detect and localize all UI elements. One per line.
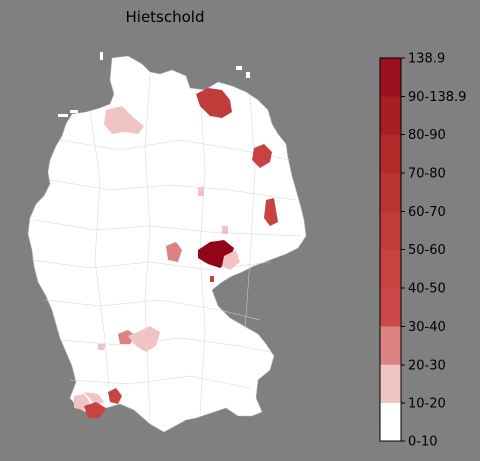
legend-swatch bbox=[380, 402, 401, 442]
district-north-east bbox=[196, 88, 232, 118]
legend-label: 70-80 bbox=[408, 167, 446, 182]
district-small-pink-2 bbox=[222, 226, 228, 234]
district-bw-1 bbox=[118, 330, 136, 344]
legend-label: 20-30 bbox=[408, 359, 446, 374]
legend-swatch bbox=[380, 172, 401, 212]
district-north-west bbox=[104, 106, 144, 134]
germany-choropleth-map bbox=[27, 52, 307, 433]
district-south-1 bbox=[108, 388, 122, 404]
legend-swatch bbox=[380, 58, 401, 97]
legend-label: 60-70 bbox=[408, 205, 446, 220]
legend-swatch bbox=[380, 211, 401, 250]
legend-label: 40-50 bbox=[408, 282, 446, 297]
legend-label: 138.9 bbox=[408, 52, 445, 67]
legend-label: 0-10 bbox=[408, 435, 438, 450]
legend-label: 50-60 bbox=[408, 243, 446, 258]
legend-label: 10-20 bbox=[408, 397, 446, 412]
highlighted-districts bbox=[74, 88, 278, 418]
district-hesse bbox=[166, 242, 182, 262]
district-small-red bbox=[210, 276, 214, 282]
district-small-pink-1 bbox=[198, 186, 204, 196]
legend-swatch bbox=[380, 249, 401, 289]
legend-swatch bbox=[380, 287, 401, 327]
district-bw-2 bbox=[128, 326, 160, 352]
district-brandenburg bbox=[252, 144, 272, 168]
map-title: Hietschold bbox=[125, 8, 205, 26]
legend-swatch bbox=[380, 326, 401, 365]
district-south-3 bbox=[84, 392, 104, 406]
legend-label: 90-138.9 bbox=[408, 90, 466, 105]
legend-swatch bbox=[380, 96, 401, 135]
legend-swatch bbox=[380, 134, 401, 174]
germany-outline bbox=[27, 55, 307, 433]
islands bbox=[58, 52, 250, 117]
district-bw-3 bbox=[98, 344, 106, 350]
district-thuringia-pink bbox=[222, 250, 240, 270]
legend-label: 80-90 bbox=[408, 128, 446, 143]
legend-swatch bbox=[380, 364, 401, 403]
district-south-4 bbox=[84, 402, 106, 418]
district-saxony-east bbox=[264, 198, 278, 226]
legend-label: 30-40 bbox=[408, 320, 446, 335]
